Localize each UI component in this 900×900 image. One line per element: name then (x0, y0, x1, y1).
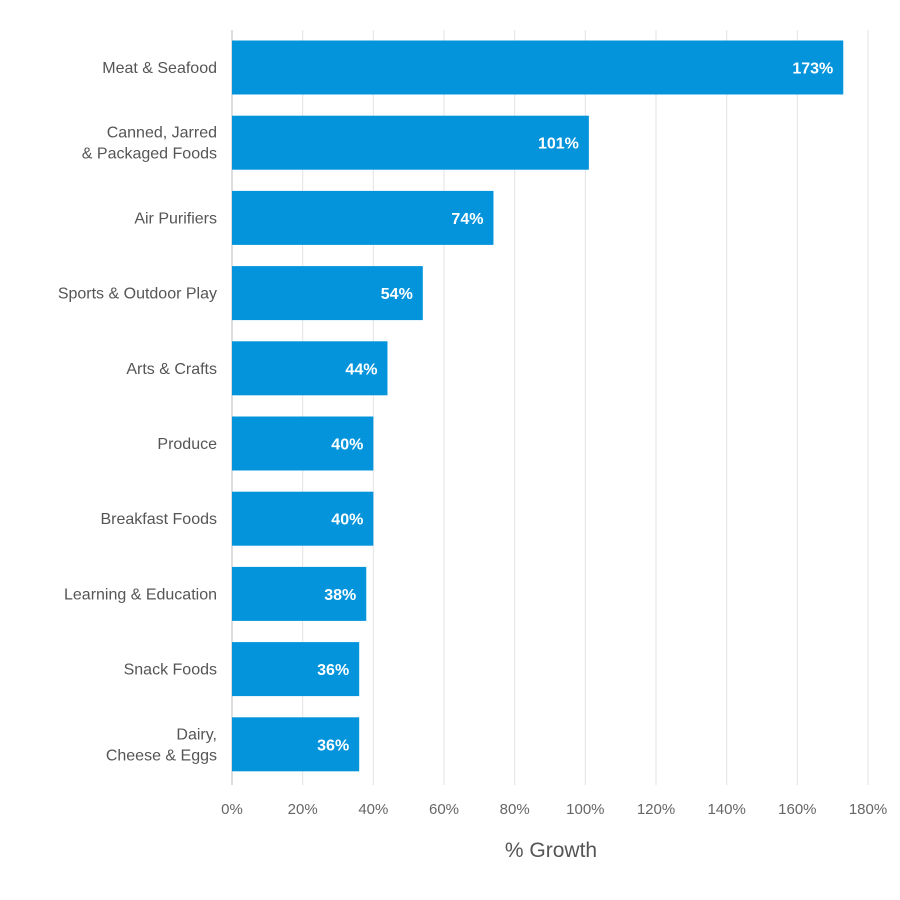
category-label: Canned, Jarred & Packaged Foods (82, 125, 217, 163)
bar (232, 717, 360, 772)
x-tick-label: 100% (566, 801, 604, 818)
bar (232, 190, 494, 245)
category-label: Air Purifiers (134, 210, 217, 227)
category-label: Learning & Education (64, 586, 217, 603)
x-tick-label: 180% (849, 801, 887, 818)
category-label: Breakfast Foods (101, 511, 218, 528)
category-label-line: Sports & Outdoor Play (58, 286, 217, 303)
bar (232, 416, 374, 471)
category-label: Meat & Seafood (102, 60, 217, 77)
bar-value-label: 74% (451, 211, 483, 228)
bar-value-label: 36% (317, 737, 349, 754)
bar (232, 642, 360, 697)
x-tick-label: 40% (358, 801, 388, 818)
bar (232, 341, 388, 396)
category-label-line: Snack Foods (124, 662, 217, 679)
category-label-line: Arts & Crafts (126, 361, 217, 378)
bar (232, 40, 844, 95)
bar (232, 491, 374, 546)
category-label-line: Dairy, (176, 726, 217, 743)
bar (232, 115, 589, 170)
category-label: Produce (157, 436, 217, 453)
category-label: Sports & Outdoor Play (58, 286, 217, 303)
x-tick-label: 140% (707, 801, 745, 818)
bar-value-label: 44% (345, 361, 377, 378)
category-label: Snack Foods (124, 662, 217, 679)
category-label-line: Produce (157, 436, 217, 453)
bar-value-label: 38% (324, 587, 356, 604)
bar-value-label: 40% (331, 437, 363, 454)
category-labels: Meat & Seafood Canned, Jarred & Packaged F… (58, 60, 217, 764)
category-label: Arts & Crafts (126, 361, 217, 378)
x-tick-label: 0% (221, 801, 243, 818)
bar-value-label: 173% (792, 61, 833, 78)
x-tick-label: 160% (778, 801, 816, 818)
x-tick-label: 60% (429, 801, 459, 818)
category-label-line: Canned, Jarred (107, 125, 217, 142)
bar-value-label: 36% (317, 662, 349, 679)
x-tick-label: 20% (288, 801, 318, 818)
bar-value-label: 40% (331, 512, 363, 529)
category-label-line: Air Purifiers (134, 210, 217, 227)
bar (232, 266, 423, 321)
x-tick-label: 80% (500, 801, 530, 818)
x-tick-labels: 0% 20% 40% 60% 80% 100% 120% 140% 160% 180% (221, 801, 887, 818)
bar-value-label: 54% (381, 286, 413, 303)
bar-value-label: 101% (538, 136, 579, 153)
category-label-line: Meat & Seafood (102, 60, 217, 77)
category-label: Dairy, Cheese & Eggs (106, 726, 217, 764)
bar (232, 566, 367, 621)
category-label-line: Cheese & Eggs (106, 747, 217, 764)
bar-layer: 173% 101% 74% 54% 44% 40% 40% 38% 36% 36% (232, 40, 844, 772)
category-label-line: Breakfast Foods (101, 511, 218, 528)
x-axis-title: % Growth (505, 839, 597, 862)
category-label-line: Learning & Education (64, 586, 217, 603)
category-label-line: & Packaged Foods (82, 146, 217, 163)
x-tick-label: 120% (637, 801, 675, 818)
